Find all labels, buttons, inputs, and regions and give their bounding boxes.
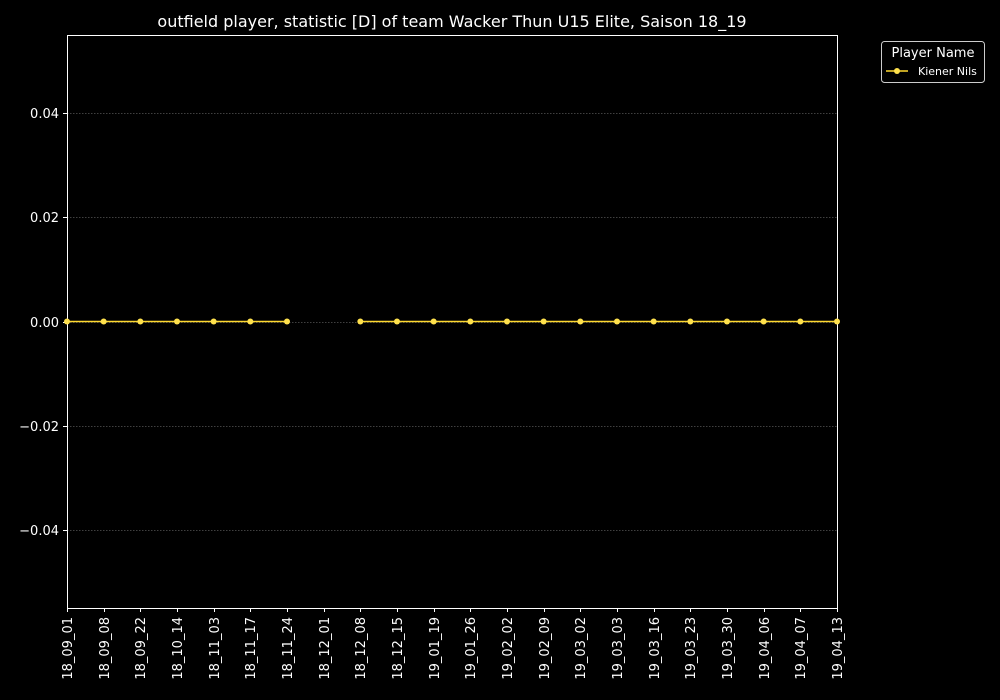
data-point bbox=[687, 318, 694, 325]
x-tick-label: 18_09_01 bbox=[61, 617, 76, 680]
x-axis: 18_09_01 18_09_08 18_09_22 18_10_14 18_11_03… bbox=[61, 608, 846, 680]
x-tick-label: 18_12_01 bbox=[318, 617, 333, 680]
x-tick-label: 19_04_06 bbox=[758, 617, 773, 680]
grid-lines bbox=[67, 113, 837, 531]
data-point bbox=[394, 318, 400, 325]
x-tick-label: 18_11_24 bbox=[281, 617, 296, 680]
data-point bbox=[540, 318, 547, 325]
data-point bbox=[430, 318, 437, 325]
x-tick-label: 19_03_02 bbox=[574, 617, 589, 680]
x-tick-label: 19_02_02 bbox=[501, 617, 516, 680]
x-tick-label: 18_09_22 bbox=[134, 617, 149, 680]
data-point bbox=[760, 318, 767, 325]
legend-title: Player Name bbox=[892, 46, 975, 61]
x-tick-label: 19_01_26 bbox=[464, 617, 479, 680]
y-tick-label: −0.02 bbox=[19, 420, 59, 435]
data-point bbox=[577, 318, 584, 325]
data-point bbox=[210, 318, 217, 325]
data-point bbox=[137, 318, 144, 325]
x-tick-label: 18_11_17 bbox=[244, 617, 259, 680]
legend-label-kiener-nils: Kiener Nils bbox=[918, 65, 977, 78]
data-point bbox=[357, 318, 364, 325]
data-point bbox=[247, 318, 254, 325]
x-tick-label: 18_12_15 bbox=[391, 617, 406, 680]
data-point bbox=[504, 318, 510, 325]
y-tick-label: 0.04 bbox=[30, 107, 59, 122]
y-axis: −0.04 −0.02 0.00 0.02 0.04 bbox=[19, 107, 67, 539]
x-tick-label: 18_10_14 bbox=[171, 617, 186, 680]
x-tick-label: 19_03_16 bbox=[648, 617, 663, 680]
x-tick-label: 18_12_08 bbox=[354, 617, 369, 680]
data-point bbox=[467, 318, 474, 325]
x-tick-label: 19_02_09 bbox=[538, 617, 553, 680]
y-tick-label: 0.00 bbox=[30, 316, 59, 331]
data-point bbox=[797, 318, 804, 325]
data-point bbox=[614, 318, 620, 325]
y-tick-label: 0.02 bbox=[30, 211, 59, 226]
x-tick-label: 19_03_03 bbox=[611, 617, 626, 680]
data-point bbox=[834, 318, 840, 325]
data-point bbox=[174, 318, 180, 325]
data-point bbox=[650, 318, 657, 325]
chart-title: outfield player, statistic [D] of team W… bbox=[157, 12, 746, 32]
series-layer bbox=[64, 318, 840, 325]
legend-box bbox=[881, 41, 985, 83]
x-tick-label: 19_03_30 bbox=[721, 617, 736, 680]
legend-marker-swatch bbox=[894, 68, 900, 74]
x-tick-label: 19_04_13 bbox=[831, 617, 846, 680]
data-point bbox=[724, 318, 730, 325]
data-point bbox=[284, 318, 290, 325]
data-point bbox=[64, 318, 70, 325]
x-tick-label: 19_01_19 bbox=[428, 617, 443, 680]
x-tick-label: 19_04_07 bbox=[794, 617, 809, 680]
y-tick-label: −0.04 bbox=[19, 524, 59, 539]
x-tick-label: 18_09_08 bbox=[98, 617, 113, 680]
data-point bbox=[100, 318, 107, 325]
x-tick-label: 18_11_03 bbox=[208, 617, 223, 680]
x-tick-label: 19_03_23 bbox=[684, 617, 699, 680]
legend: Player Name Kiener Nils bbox=[881, 41, 985, 83]
